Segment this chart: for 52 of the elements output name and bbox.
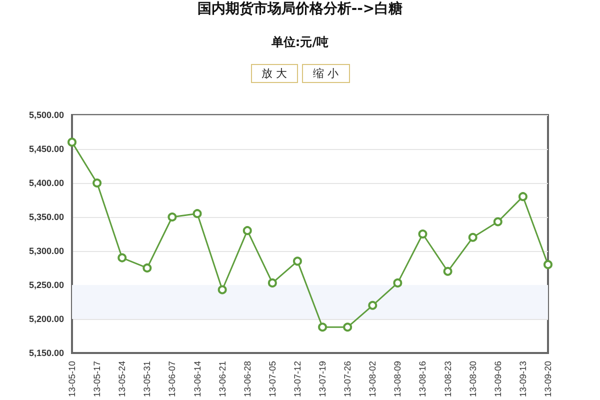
- point: [318, 322, 328, 332]
- point: [518, 192, 528, 202]
- x-tick-label: 13-05-24: [117, 360, 128, 398]
- point: [443, 266, 452, 276]
- x-tick-label: 13-05-10: [67, 360, 77, 398]
- y-tick-label: 5,500.00: [28, 110, 64, 120]
- point: [468, 232, 478, 242]
- point: [218, 285, 227, 294]
- x-tick-label: 13-07-26: [342, 360, 353, 398]
- point: [168, 212, 177, 222]
- point: [493, 217, 502, 226]
- x-tick-label: 13-08-02: [368, 360, 378, 398]
- y-tick-label: 5,150.00: [28, 348, 64, 358]
- x-tick-label: 13-07-05: [267, 360, 278, 398]
- x-tick-label: 13-09-06: [492, 360, 503, 398]
- chart-title: 国内期货市场局价格分析-->白糖: [196, 0, 404, 18]
- button: 缩 小: [302, 64, 350, 83]
- point: [268, 278, 277, 288]
- x-tick-label: 13-08-23: [442, 360, 453, 398]
- x-tick-label: 13-07-12: [292, 360, 302, 398]
- point: [92, 178, 102, 188]
- point: [68, 138, 76, 147]
- x-tick-label: 13-09-13: [518, 360, 528, 398]
- x-tick-label: 13-06-14: [192, 360, 202, 398]
- point: [343, 322, 352, 332]
- chart-subtitle: 单位:元/吨: [270, 34, 330, 51]
- y-tick-label: 5,400.00: [28, 178, 64, 188]
- point: [192, 209, 202, 218]
- y-tick-label: 5,450.00: [28, 144, 64, 154]
- y-tick-label: 5,200.00: [28, 314, 64, 324]
- point: [292, 256, 302, 266]
- point: [393, 278, 402, 288]
- point: [118, 253, 127, 262]
- x-tick-label: 13-05-17: [92, 360, 102, 398]
- point: [418, 229, 428, 238]
- button: 放 大: [250, 64, 298, 83]
- x-tick-label: 13-06-21: [217, 360, 228, 398]
- x-tick-label: 13-07-19: [318, 360, 328, 398]
- x-tick-label: 13-05-31: [142, 360, 152, 398]
- y-tick-label: 5,250.00: [28, 280, 64, 290]
- y-tick-label: 5,300.00: [28, 246, 64, 256]
- point: [368, 300, 378, 310]
- y-tick-label: 5,350.00: [28, 212, 64, 222]
- x-tick-label: 13-08-30: [468, 360, 478, 398]
- point: [544, 260, 552, 270]
- x-tick-label: 13-06-28: [242, 360, 252, 398]
- point: [242, 226, 252, 236]
- x-tick-label: 13-08-16: [418, 360, 428, 398]
- x-tick-label: 13-08-09: [392, 360, 403, 398]
- x-tick-label: 13-06-07: [167, 360, 178, 398]
- point: [142, 263, 152, 272]
- x-tick-label: 13-09-20: [543, 360, 553, 398]
